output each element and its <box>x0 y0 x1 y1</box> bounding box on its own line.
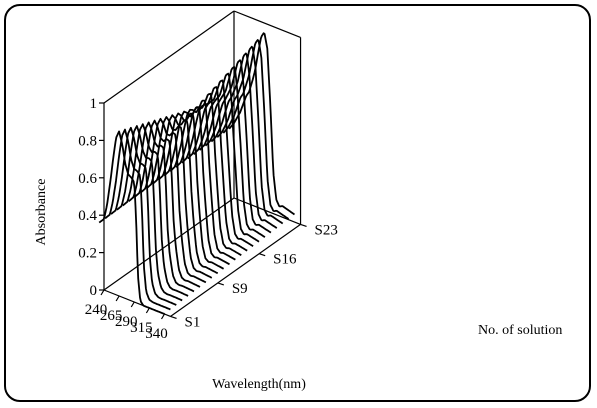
x-axis-title: Wavelength(nm) <box>212 377 306 392</box>
x-tick-label: 290 <box>115 314 138 330</box>
y-tick-label: 1 <box>90 96 98 112</box>
x-tick-mark <box>115 295 120 302</box>
z-tick-mark <box>258 253 266 257</box>
series-line-6 <box>128 121 195 293</box>
series-line-19 <box>204 59 272 234</box>
z-tick-mark <box>170 315 177 319</box>
z-tick-label: S16 <box>273 252 297 268</box>
top-left-edge <box>103 10 235 104</box>
series-line-10 <box>151 114 219 275</box>
series-line-2 <box>104 128 171 311</box>
y-tick-label: 0.6 <box>78 171 97 187</box>
z-tick-label: S23 <box>315 222 338 238</box>
series-line-13 <box>169 99 236 261</box>
y-tick-label: 0 <box>90 283 98 299</box>
y-tick-label: 0.4 <box>78 208 97 224</box>
series-line-15 <box>181 86 248 252</box>
y-tick-label: 0.2 <box>78 246 97 262</box>
series-line-3 <box>110 126 177 306</box>
floor-back-edge <box>233 197 301 225</box>
z-axis-title: No. of solution <box>478 323 562 338</box>
x-tick-label: 315 <box>130 320 153 336</box>
x-tick-mark <box>160 313 166 320</box>
series-line-17 <box>193 72 260 243</box>
series-line-23 <box>228 32 295 216</box>
z-axis-line <box>170 223 301 317</box>
series-line-11 <box>157 112 225 270</box>
x-tick-mark <box>100 289 105 296</box>
series-line-22 <box>222 39 290 220</box>
x-tick-mark <box>130 301 135 308</box>
z-tick-mark <box>300 223 307 227</box>
series-line-21 <box>216 45 284 225</box>
z-tick-label: S1 <box>185 314 201 330</box>
series-line-16 <box>187 79 254 247</box>
series-line-18 <box>198 66 266 238</box>
series-line-20 <box>210 52 278 229</box>
series-line-5 <box>122 123 189 297</box>
z-tick-mark <box>217 282 225 286</box>
y-axis-title: Absorbance <box>34 179 49 246</box>
series-line-1 <box>98 130 165 315</box>
series-line-7 <box>134 119 201 288</box>
chart-axes-frame <box>99 10 307 320</box>
x-tick-label: 240 <box>85 302 108 318</box>
series-line-14 <box>175 92 242 256</box>
y-tick-label: 0.8 <box>78 133 97 149</box>
chart-series-group <box>98 32 295 315</box>
x-tick-mark <box>145 307 150 314</box>
chart-frame <box>4 4 591 402</box>
series-line-12 <box>163 106 230 266</box>
z-tick-label: S9 <box>232 281 248 297</box>
x-tick-label: 265 <box>100 308 123 324</box>
top-back-edge <box>233 10 301 38</box>
x-tick-label: 340 <box>145 326 168 342</box>
